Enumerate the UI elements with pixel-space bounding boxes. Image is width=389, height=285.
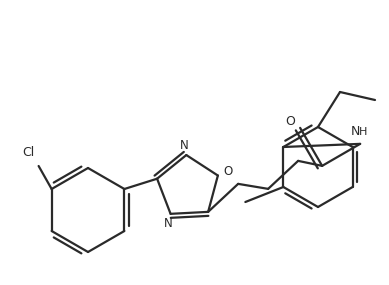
- Text: N: N: [350, 125, 360, 139]
- Text: N: N: [180, 139, 189, 152]
- Text: Cl: Cl: [23, 146, 35, 160]
- Text: O: O: [223, 165, 233, 178]
- Text: H: H: [359, 127, 367, 137]
- Text: N: N: [164, 217, 173, 230]
- Text: O: O: [285, 115, 295, 128]
